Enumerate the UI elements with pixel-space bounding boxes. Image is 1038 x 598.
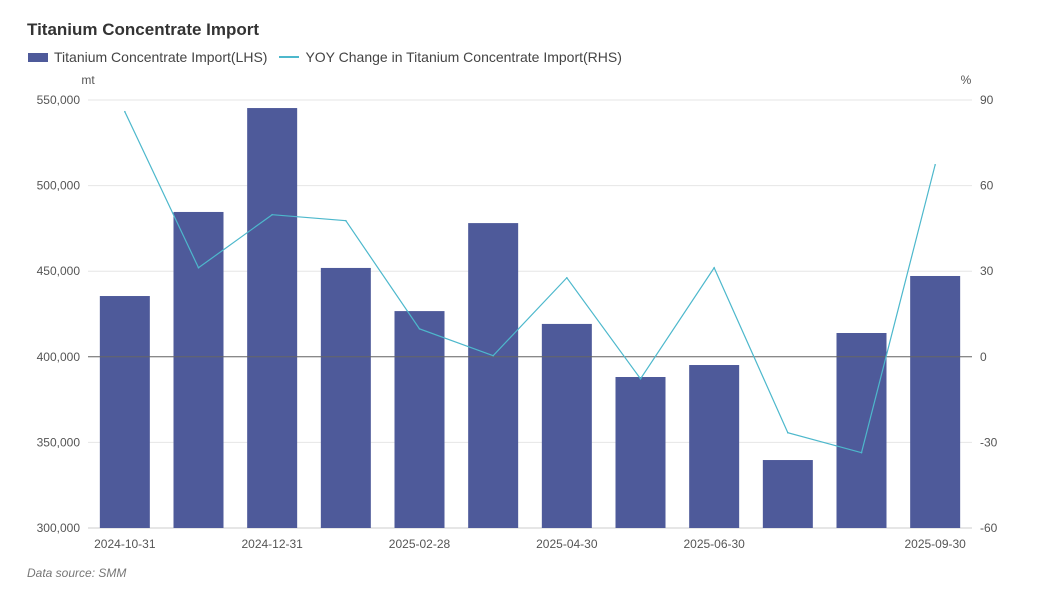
- left-axis-unit: mt: [81, 73, 95, 87]
- legend-bar-label[interactable]: Titanium Concentrate Import(LHS): [54, 49, 268, 65]
- bar: [910, 275, 961, 528]
- yoy-line: [124, 111, 936, 454]
- yoy-point: [860, 451, 863, 454]
- right-axis-unit: %: [961, 73, 972, 87]
- bar: [247, 108, 298, 529]
- x-tick-label: 2024-12-31: [241, 537, 303, 551]
- left-tick-label: 400,000: [37, 350, 81, 364]
- legend: Titanium Concentrate Import(LHS) YOY Cha…: [28, 49, 622, 65]
- right-tick-label: 30: [980, 264, 994, 278]
- legend-bar-swatch[interactable]: [28, 52, 48, 62]
- bar: [99, 296, 150, 528]
- x-tick-label: 2025-09-30: [904, 537, 966, 551]
- x-tick-label: 2025-02-28: [389, 537, 451, 551]
- bar: [615, 377, 666, 528]
- right-tick-label: -60: [980, 521, 998, 535]
- left-tick-label: 350,000: [37, 435, 81, 449]
- x-tick-label: 2024-10-31: [94, 537, 156, 551]
- bar: [394, 311, 445, 528]
- left-tick-label: 450,000: [37, 264, 81, 278]
- right-tick-label: 90: [980, 93, 994, 107]
- yoy-point: [639, 377, 642, 380]
- yoy-point: [787, 431, 789, 434]
- yoy-point: [124, 110, 126, 113]
- left-tick-label: 300,000: [37, 521, 81, 535]
- data-source: Data source: SMM: [27, 566, 127, 580]
- right-tick-label: -30: [980, 435, 998, 449]
- bar: [836, 333, 887, 528]
- bar: [762, 460, 813, 528]
- x-tick-label: 2025-06-30: [683, 537, 745, 551]
- right-tick-label: 0: [980, 350, 987, 364]
- x-tick-label: 2025-04-30: [536, 537, 598, 551]
- bar: [541, 323, 592, 528]
- right-tick-label: 60: [980, 179, 994, 193]
- yoy-point: [492, 354, 494, 357]
- yoy-point: [271, 213, 273, 216]
- yoy-point: [345, 219, 347, 222]
- legend-line-swatch[interactable]: [279, 56, 300, 58]
- bar: [689, 365, 740, 528]
- bar: [320, 267, 371, 528]
- yoy-point: [713, 266, 715, 269]
- yoy-point: [934, 163, 936, 166]
- bar: [468, 223, 519, 528]
- chart-title: Titanium Concentrate Import: [27, 20, 260, 39]
- bar: [173, 211, 224, 529]
- left-tick-label: 500,000: [37, 179, 81, 193]
- yoy-point: [566, 276, 568, 279]
- yoy-point: [197, 266, 200, 269]
- left-tick-label: 550,000: [37, 93, 81, 107]
- yoy-point: [418, 328, 421, 330]
- legend-line-label[interactable]: YOY Change in Titanium Concentrate Impor…: [305, 49, 622, 65]
